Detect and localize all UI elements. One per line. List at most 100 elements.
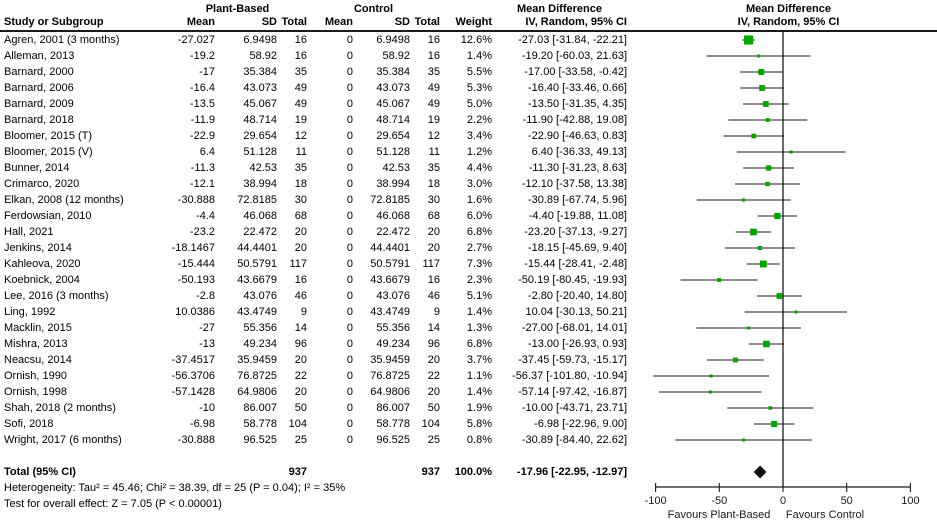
md-ci-value: -57.14 [-97.42, -16.87] (518, 386, 627, 398)
pb-total: 25 (294, 434, 307, 446)
weight-value: 7.3% (466, 258, 492, 270)
c-total: 12 (427, 130, 440, 142)
weight-value: 2.3% (466, 274, 492, 286)
effect-square (765, 118, 770, 122)
pb-total: 16 (294, 34, 307, 46)
c-sd: 49.234 (376, 338, 410, 350)
pb-mean: -11.9 (190, 114, 215, 126)
total-row: Total (95% CI) 937 937 100.0% -17.96 [-2… (0, 464, 627, 480)
effect-square (768, 406, 773, 410)
pb-total: 22 (294, 370, 307, 382)
total-diamond (753, 465, 767, 479)
c-mean: 0 (346, 258, 353, 270)
study-row: Wright, 2017 (6 months) -30.888 96.525 25 0 9… (0, 432, 627, 448)
study-row: Barnard, 2018 -11.9 48.714 19 0 48.714 19 2.2% -… (0, 112, 627, 128)
md-ci-value: -37.45 [-59.73, -15.17] (518, 354, 627, 366)
pb-total: 30 (294, 194, 307, 206)
col-header-c-total: Total (414, 16, 440, 28)
pb-sd: 51.128 (243, 146, 277, 158)
c-total: 46 (427, 290, 440, 302)
study-row: Barnard, 2006 -16.4 43.073 49 0 43.073 49 5.3% -… (0, 80, 627, 96)
pb-sd: 6.9498 (243, 34, 277, 46)
c-mean: 0 (346, 418, 353, 430)
weight-value: 5.8% (466, 418, 492, 430)
study-row: Hall, 2021 -23.2 22.472 20 0 22.472 20 6.8% -23.… (0, 224, 627, 240)
c-sd: 35.384 (376, 66, 410, 78)
pb-mean: -16.4 (189, 82, 215, 94)
pb-sd: 48.714 (243, 114, 277, 126)
study-label: Kahleova, 2020 (4, 258, 81, 270)
c-mean: 0 (346, 66, 353, 78)
pb-sd: 43.073 (243, 82, 277, 94)
effect-square (758, 69, 765, 75)
effect-square (759, 260, 767, 268)
c-mean: 0 (346, 242, 353, 254)
weight-value: 6.8% (466, 338, 492, 350)
study-row: Shah, 2018 (2 months) -10 86.007 50 0 86.007 5… (0, 400, 627, 416)
md-ci-value: -23.20 [-37.13, -9.27] (524, 226, 627, 238)
c-sd: 72.8185 (370, 194, 410, 206)
group-header-control: Control (353, 3, 394, 15)
effect-square (765, 165, 772, 171)
c-total: 16 (427, 50, 440, 62)
pb-sd: 96.525 (243, 434, 277, 446)
md-ci-value: -27.00 [-68.01, 14.01] (521, 322, 627, 334)
study-row: Ornish, 1990 -56.3706 76.8725 22 0 76.8725 22 1… (0, 368, 627, 384)
c-sd: 38.994 (376, 178, 410, 190)
weight-value: 2.2% (466, 114, 492, 126)
effect-square (744, 35, 754, 45)
pb-total: 16 (294, 274, 307, 286)
total-label: Total (95% CI) (4, 466, 76, 478)
study-label: Ornish, 1998 (4, 386, 67, 398)
pb-total: 35 (294, 66, 307, 78)
pb-mean: -18.1467 (171, 242, 215, 254)
col-header-weight: Weight (455, 16, 492, 28)
c-sd: 22.472 (376, 226, 410, 238)
pb-total: 35 (294, 162, 307, 174)
pb-total: 49 (294, 98, 307, 110)
c-sd: 46.068 (376, 210, 410, 222)
c-sd: 51.128 (376, 146, 410, 158)
c-mean: 0 (346, 194, 353, 206)
col-header-ci-text: IV, Random, 95% CI (525, 16, 627, 28)
c-mean: 0 (346, 178, 353, 190)
pb-total: 11 (295, 146, 307, 158)
md-ci-value: 6.40 [-36.33, 49.13] (531, 146, 627, 158)
c-mean: 0 (346, 34, 353, 46)
effect-square (762, 101, 769, 107)
study-label: Bunner, 2014 (4, 162, 70, 174)
md-ci-value: -10.00 [-43.71, 23.71] (521, 402, 627, 414)
pb-sd: 46.068 (243, 210, 277, 222)
col-header-pb-mean: Mean (186, 16, 215, 28)
total-md-ci: -17.96 [-22.95, -12.97] (516, 466, 627, 478)
c-total: 117 (422, 258, 440, 270)
pb-mean: -30.888 (177, 434, 215, 446)
study-row: Ornish, 1998 -57.1428 64.9806 20 0 64.9806 20 1… (0, 384, 627, 400)
pb-mean: -13 (199, 338, 215, 350)
c-sd: 64.9806 (370, 386, 410, 398)
pb-sd: 86.007 (243, 402, 277, 414)
c-total: 16 (427, 274, 440, 286)
study-row: Ling, 1992 10.0386 43.4749 9 0 43.4749 9 1.4% 10… (0, 304, 627, 320)
c-mean: 0 (346, 146, 353, 158)
md-ci-value: -22.90 [-46.63, 0.83] (527, 130, 627, 142)
effect-square (742, 438, 746, 442)
pb-mean: -57.1428 (171, 386, 215, 398)
study-row: Barnard, 2000 -17 35.384 35 0 35.384 35 5.5% -17… (0, 64, 627, 80)
effect-square (776, 293, 783, 299)
pb-sd: 38.994 (243, 178, 277, 190)
md-ci-value: -56.37 [-101.80, -10.94] (512, 370, 627, 382)
c-mean: 0 (346, 130, 353, 142)
c-sd: 44.4401 (370, 242, 410, 254)
study-label: Jenkins, 2014 (4, 242, 72, 254)
pb-total: 14 (294, 322, 307, 334)
pb-sd: 49.234 (243, 338, 277, 350)
pb-mean: -10 (199, 402, 215, 414)
weight-value: 5.5% (466, 66, 492, 78)
study-row: Alleman, 2013 -19.2 58.92 16 0 58.92 16 1.4% -19… (0, 48, 627, 64)
study-row: Macklin, 2015 -27 55.356 14 0 55.356 14 1.3% -27… (0, 320, 627, 336)
c-mean: 0 (346, 82, 353, 94)
pb-sd: 64.9806 (237, 386, 277, 398)
pb-sd: 43.076 (243, 290, 277, 302)
